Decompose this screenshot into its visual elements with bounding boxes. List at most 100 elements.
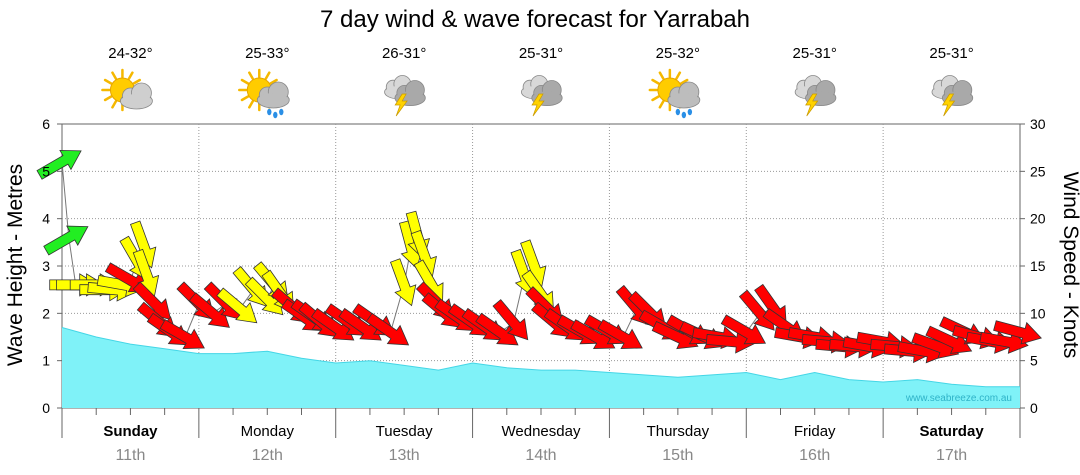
day-name-label: Tuesday	[376, 423, 433, 440]
rain-drop	[675, 108, 681, 116]
right-tick-label: 5	[1030, 353, 1038, 369]
day-labels: Sunday 11th Monday 12th Tuesday 13th Wednesday…	[103, 423, 984, 464]
left-tick-label: 6	[42, 116, 50, 132]
wind-arrow	[389, 258, 417, 307]
temperature-range: 25-31°	[793, 45, 837, 62]
wave-height-line	[61, 327, 1020, 388]
day-date-label: 13th	[389, 447, 420, 464]
sun-ray	[248, 100, 255, 109]
sun-ray	[264, 71, 271, 80]
left-tick-label: 2	[42, 305, 50, 321]
showers-icon	[238, 68, 290, 119]
sun-ray	[103, 78, 113, 85]
left-tick-label: 0	[42, 400, 50, 416]
sun-ray	[675, 71, 682, 80]
sun-ray	[240, 95, 250, 102]
wind-arrow	[159, 319, 205, 349]
sun-showers-icon	[648, 68, 701, 119]
temperature-range: 25-33°	[245, 45, 289, 62]
cloud-part	[258, 93, 289, 107]
temperature-range: 25-31°	[519, 45, 563, 62]
wind-arrow	[216, 287, 258, 324]
rain-drop	[273, 111, 278, 119]
right-tick-label: 25	[1030, 163, 1046, 179]
temperature-range: 25-32°	[656, 45, 700, 62]
wind-arrow	[188, 292, 230, 328]
wind-arrow	[310, 307, 355, 341]
sun-ray	[658, 71, 665, 80]
wind-arrow	[43, 225, 89, 256]
day-date-label: 12th	[252, 447, 283, 464]
wave-height-fill	[62, 327, 1020, 408]
rain-drop	[681, 111, 687, 119]
left-tick-label: 3	[42, 258, 50, 274]
day-date-label: 14th	[525, 447, 556, 464]
wave-height-area	[61, 327, 1020, 408]
right-tick-label: 10	[1030, 305, 1046, 321]
sun-ray	[111, 71, 118, 80]
sun-ray	[679, 78, 689, 85]
sun-ray	[651, 95, 660, 102]
cloud-shape	[120, 82, 153, 110]
day-name-label: Sunday	[103, 423, 158, 440]
left-tick-label: 1	[42, 353, 50, 369]
wind-arrow	[36, 149, 82, 180]
partly-cloudy-icon	[101, 68, 153, 112]
lightning-bolt	[941, 93, 956, 117]
temperature-range: 25-31°	[929, 45, 973, 62]
wind-arrow	[338, 307, 382, 341]
lightning-bolt	[531, 93, 545, 117]
wind-arrow	[597, 319, 643, 349]
temperature-range: 26-31°	[382, 45, 426, 62]
right-tick-label: 20	[1030, 211, 1046, 227]
wind-arrow	[720, 314, 767, 345]
day-name-label: Friday	[794, 423, 836, 440]
sun-ray	[269, 78, 278, 85]
day-name-label: Saturday	[919, 423, 984, 440]
thunderstorm-icon	[384, 75, 426, 117]
wind-arrow	[475, 312, 519, 346]
rain-drop	[687, 108, 693, 116]
left-tick-label: 4	[42, 211, 50, 227]
right-tick-label: 30	[1030, 116, 1046, 132]
cloud-shape	[256, 81, 290, 109]
thunderstorm-icon	[794, 75, 837, 117]
axes: 0 1 2 3 4 5 6 0 5 10 15 20 25 30	[42, 116, 1046, 438]
sun-ray	[651, 78, 660, 85]
temperature-range: 24-32°	[108, 45, 152, 62]
sun-ray	[658, 100, 665, 109]
chart-title: 7 day wind & wave forecast for Yarrabah	[320, 6, 750, 33]
sun-ray	[127, 71, 134, 80]
day-name-label: Wednesday	[502, 423, 581, 440]
day-name-label: Thursday	[647, 423, 710, 440]
wind-arrow	[925, 325, 973, 354]
sun-ray	[240, 78, 250, 85]
weather-row: 24-32° 25-33° 26-31° 25-31° 25-32° 25-31° 25-3…	[101, 45, 974, 119]
cloud-shape	[667, 81, 701, 109]
thunderstorm-icon	[931, 75, 974, 117]
wind-arrow	[993, 320, 1042, 345]
sun-ray	[103, 95, 113, 102]
sun-ray	[248, 71, 255, 80]
thunderstorm-icon	[521, 75, 563, 117]
wind-arrow	[492, 299, 529, 341]
cloud-part	[668, 93, 699, 107]
wind-arrow	[705, 330, 756, 354]
wind-arrow	[365, 312, 410, 346]
cloud-part	[121, 94, 152, 108]
lightning-bolt	[805, 93, 819, 117]
rain-drop	[279, 108, 284, 116]
y-axis-label-right: Wind Speed - Knots	[1059, 172, 1080, 359]
wind-arrow	[979, 330, 1029, 354]
day-date-label: 15th	[662, 447, 693, 464]
day-date-label: 11th	[115, 447, 145, 464]
right-tick-label: 15	[1030, 258, 1046, 274]
left-tick-label: 5	[42, 163, 50, 179]
day-date-label: 17th	[936, 447, 967, 464]
y-axis-label-left: Wave Height - Metres	[4, 164, 27, 366]
sun-ray	[111, 100, 118, 109]
right-tick-label: 0	[1030, 400, 1038, 416]
sun-ray	[132, 78, 141, 85]
watermark: www.seabreeze.com.au	[905, 393, 1012, 404]
